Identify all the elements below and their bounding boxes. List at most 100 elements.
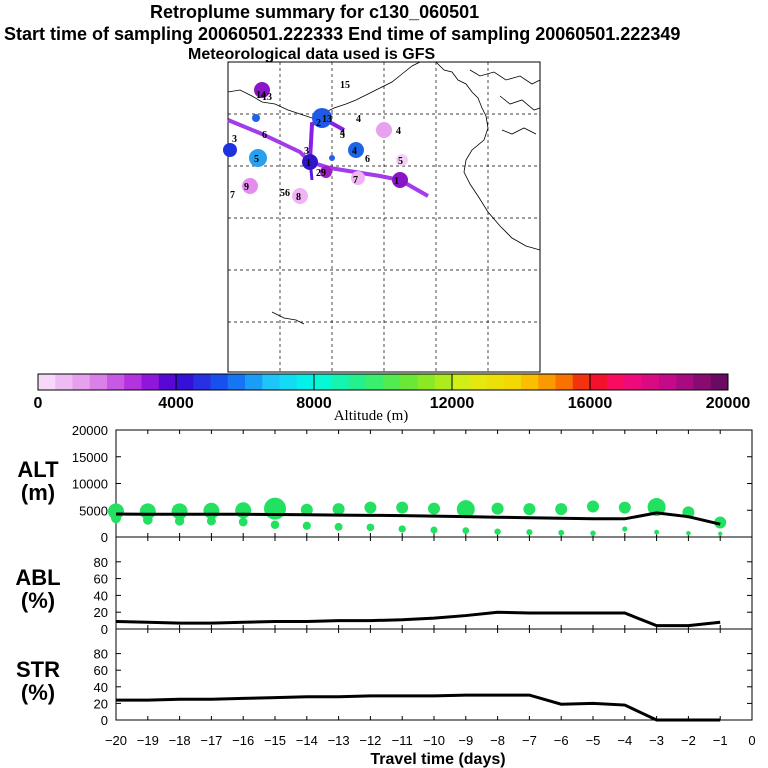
series-line (116, 693, 721, 722)
cluster-label: 56 (280, 188, 290, 199)
colorbar-cell (348, 374, 367, 390)
altitude-bubble (526, 529, 533, 536)
cluster-marker (396, 154, 408, 166)
cluster-marker (292, 188, 308, 204)
x-tick-label: −2 (681, 733, 696, 748)
colorbar-cell (210, 374, 229, 390)
y-tick-label: 15000 (72, 450, 108, 465)
cluster-label: 7 (353, 175, 358, 186)
cluster-marker (320, 166, 332, 178)
cluster-label: 4 (340, 128, 345, 139)
altitude-bubble (428, 502, 440, 515)
cluster-label: 6 (365, 154, 370, 165)
altitude-bubble (334, 522, 343, 531)
altitude-bubble (238, 517, 248, 527)
colorbar-cell (607, 374, 625, 390)
colorbar-tick-label: 4000 (158, 395, 194, 412)
altitude-bubble (494, 528, 501, 535)
y-tick-label: 0 (101, 713, 108, 728)
cluster-marker (329, 155, 335, 161)
cluster-marker (252, 114, 260, 122)
cluster-marker (254, 82, 270, 98)
cluster-marker (223, 143, 237, 157)
cluster-label: 4 (356, 114, 361, 125)
cluster-label: 1 (306, 158, 311, 169)
colorbar-cell (193, 374, 211, 390)
colorbar-cell (296, 374, 315, 390)
colorbar-cell (555, 374, 574, 390)
x-tick-label: 0 (748, 733, 755, 748)
colorbar-cell (710, 374, 729, 390)
altitude-bubble (555, 503, 568, 516)
y-tick-label: 40 (94, 588, 108, 603)
y-tick-label: 20000 (72, 423, 108, 438)
sampling-times: Start time of sampling 20060501.222333 E… (4, 24, 681, 44)
colorbar-cell (693, 374, 712, 390)
y-tick-label: 20 (94, 605, 108, 620)
colorbar-tick-label: 12000 (430, 395, 475, 412)
series-line (115, 511, 721, 526)
cluster-label: 13 (322, 114, 332, 125)
cluster-label: 7 (230, 190, 235, 201)
altitude-bubble (654, 529, 660, 535)
altitude-bubble (111, 513, 121, 524)
cluster-label: 29 (316, 168, 326, 179)
altitude-bubble (618, 501, 631, 514)
x-tick-label: −8 (490, 733, 505, 748)
colorbar-cell (227, 374, 246, 390)
x-tick-label: −14 (296, 733, 318, 748)
x-tick-label: −13 (328, 733, 350, 748)
x-tick-label: −20 (105, 733, 127, 748)
y-tick-label: 60 (94, 572, 108, 587)
y-tick-label: 5000 (79, 503, 108, 518)
colorbar-cell (538, 374, 556, 390)
colorbar-cell (452, 374, 470, 390)
cluster-marker (348, 142, 364, 158)
cluster-label: 5 (340, 130, 345, 141)
altitude-bubble (264, 497, 286, 520)
altitude-bubble (430, 526, 438, 534)
cluster-marker (249, 149, 267, 167)
x-tick-label: −19 (137, 733, 159, 748)
panel-frame (115, 628, 753, 721)
altitude-bubble (462, 527, 470, 534)
x-tick-label: −7 (522, 733, 537, 748)
panel-ylabel: ALT (17, 457, 59, 482)
colorbar-cell (572, 374, 591, 390)
altitude-bubble (302, 521, 311, 530)
page-title: Retroplume summary for c130_060501 (150, 2, 480, 22)
x-axis-label: Travel time (days) (370, 751, 505, 768)
x-tick-label: −5 (586, 733, 601, 748)
colorbar-cell (365, 374, 384, 390)
cluster-label: 5 (254, 154, 259, 165)
colorbar-cell (124, 374, 142, 390)
altitude-bubble (523, 503, 536, 516)
colorbar-cell (434, 374, 453, 390)
time-series-panels: 20000150001000050000ALT(m)806040200ABL(%… (15, 423, 755, 768)
altitude-bubble (398, 525, 406, 533)
x-tick-label: −18 (169, 733, 191, 748)
panel-ylabel-unit: (m) (21, 480, 55, 505)
cluster-label: 8 (296, 192, 301, 203)
colorbar-cell (72, 374, 91, 390)
cluster-label: 9 (244, 182, 249, 193)
cluster-label: 4 (352, 146, 357, 157)
y-tick-label: 20 (94, 696, 108, 711)
altitude-bubble (270, 520, 280, 529)
altitude-colorbar: 0 4000 8000 12000 16000 20000 Altitude (m) (34, 373, 751, 424)
y-tick-label: 0 (101, 622, 108, 637)
colorbar-tick-label: 16000 (568, 395, 613, 412)
colorbar-cell (279, 374, 298, 390)
cluster-marker (302, 154, 318, 170)
colorbar-tick-label: 20000 (706, 395, 751, 412)
colorbar-cell (55, 374, 73, 390)
cluster-marker (312, 108, 332, 128)
altitude-bubble (142, 515, 153, 525)
met-data-label: Meteorological data used is GFS (188, 46, 436, 63)
altitude-bubble (718, 531, 723, 536)
colorbar-cell (659, 374, 677, 390)
x-tick-label: −10 (423, 733, 445, 748)
series-line (115, 610, 721, 628)
altitude-bubble (332, 503, 345, 516)
